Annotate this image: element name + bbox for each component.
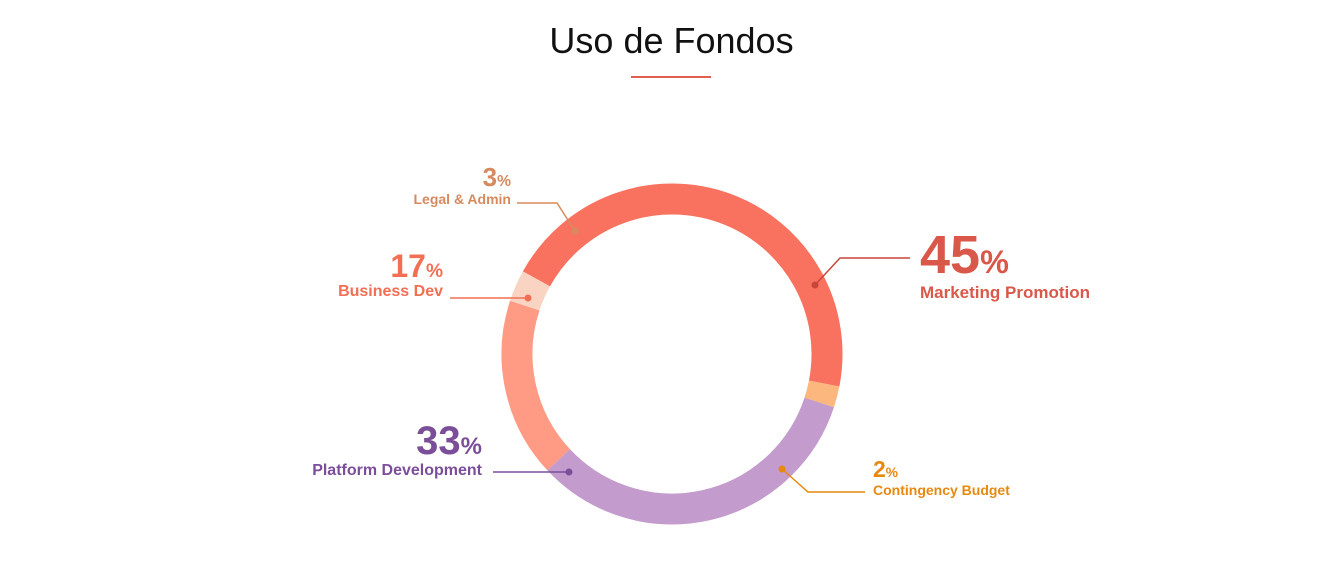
category-label-marketing: Marketing Promotion: [920, 283, 1091, 302]
category-label-platform: Platform Development: [312, 462, 482, 479]
chart-title: Uso de Fondos: [549, 20, 794, 61]
slice-platform: [547, 397, 834, 525]
value-label-legal: 3%: [414, 162, 511, 192]
category-label-legal: Legal & Admin: [413, 191, 512, 207]
value-number-marketing: 45: [920, 225, 981, 285]
slice-label-legal: 3% Legal & Admin: [414, 164, 512, 206]
slice-label-business: 17% Business Dev: [338, 250, 443, 300]
unit-marketing: %: [980, 244, 1009, 280]
value-label-marketing: 45%: [920, 228, 1090, 282]
value-label-business: 17%: [338, 250, 443, 282]
leader-dot-business: [524, 294, 532, 302]
category-label-business: Business Dev: [338, 283, 443, 300]
value-number-business: 17: [390, 248, 426, 284]
unit-legal: %: [497, 173, 511, 190]
title-underline: [631, 76, 711, 78]
category-label-contingency: Contingency Budget: [873, 482, 1010, 498]
unit-platform: %: [460, 433, 482, 460]
slice-contingency: [804, 380, 840, 408]
slice-label-platform: 33% Platform Development: [312, 421, 482, 479]
leader-line-marketing: [814, 257, 910, 286]
value-number-platform: 33: [416, 419, 461, 463]
leader-line-legal: [517, 202, 576, 232]
slice-marketing: [522, 183, 843, 387]
value-number-legal: 3: [482, 162, 498, 192]
leader-dot-marketing: [811, 281, 819, 289]
leader-line-contingency: [781, 468, 865, 493]
slice-label-contingency: 2% Contingency Budget: [873, 458, 1010, 498]
leader-dot-platform: [565, 468, 573, 476]
value-label-platform: 33%: [312, 421, 482, 461]
value-label-contingency: 2%: [873, 458, 1010, 481]
slice-label-marketing: 45% Marketing Promotion: [920, 228, 1090, 301]
leader-dot-legal: [571, 227, 579, 235]
slice-business: [501, 300, 571, 471]
unit-business: %: [425, 261, 443, 282]
leader-dot-contingency: [778, 465, 786, 473]
unit-contingency: %: [885, 465, 899, 480]
value-number-contingency: 2: [873, 456, 886, 482]
slice-legal: [510, 271, 551, 311]
